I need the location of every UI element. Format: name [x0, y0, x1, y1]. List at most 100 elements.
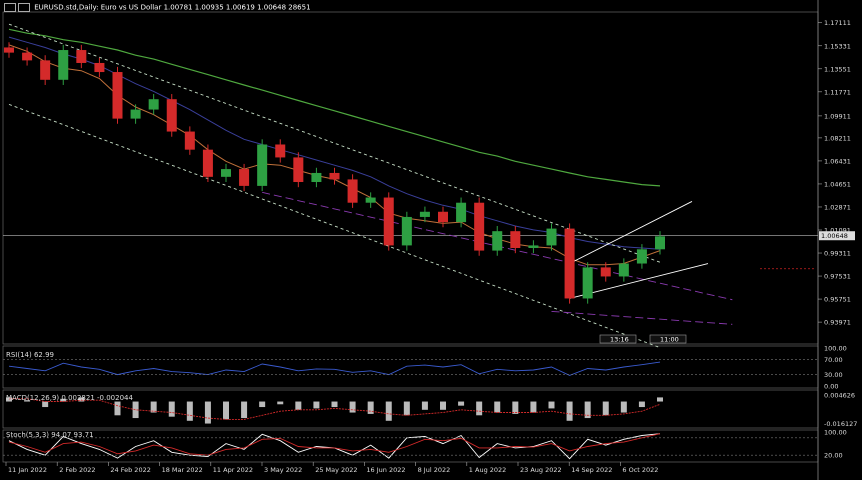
- candle-body: [239, 169, 250, 186]
- candle-body: [618, 263, 629, 277]
- candle-body: [166, 99, 177, 132]
- ohlc-values: 1.00781 1.00935 1.00619 1.00648: [163, 3, 287, 12]
- candle-body: [564, 228, 575, 299]
- y-tick-label: 1.11771: [824, 88, 851, 96]
- candle-body: [636, 249, 647, 264]
- candle-body: [419, 211, 430, 217]
- grid-layer: [2, 0, 819, 480]
- axis-layer: 1.17111 1.15331 1.13551 1.11771 1.09911 1.082…: [5, 19, 857, 474]
- candle-body: [546, 228, 557, 246]
- moving-average-line: [8, 36, 661, 250]
- stoch-main-line: [8, 433, 661, 460]
- symbol-description: Euro vs US Dollar: [100, 3, 162, 12]
- panel-frame: [2, 429, 819, 463]
- candle-body: [257, 144, 268, 186]
- candle-body: [492, 231, 503, 251]
- candle-body: [438, 211, 448, 223]
- time-label-box: [649, 334, 687, 344]
- y-tick-label: 1.17111: [824, 19, 851, 27]
- window-icon-2[interactable]: [18, 3, 30, 12]
- candle-body: [40, 60, 51, 80]
- candle-body: [148, 99, 159, 110]
- x-tick-label: 16 Jun 2022: [366, 466, 405, 474]
- x-tick-label: 23 Aug 2022: [520, 466, 562, 474]
- x-tick-label: 14 Sep 2022: [571, 466, 612, 474]
- candle-body: [221, 169, 231, 177]
- channel-line: [8, 103, 661, 349]
- time-label: 11:00: [660, 336, 679, 344]
- y-tick-label: 1.15331: [824, 42, 851, 50]
- candle-body: [474, 202, 485, 251]
- x-tick-label: 1 Aug 2022: [469, 466, 507, 474]
- chart-header: EURUSD.std,Daily: Euro vs US Dollar 1.00…: [4, 3, 311, 12]
- moving-average-line: [8, 44, 661, 266]
- macd-tick-label: 0.004626: [824, 392, 855, 400]
- candle-body: [383, 197, 394, 246]
- candle-body: [510, 231, 521, 248]
- stoch-title: Stoch(5,3,3) 94.07 93.71: [6, 431, 94, 439]
- stoch-tick-label: 100.00: [824, 429, 847, 437]
- candle-body: [655, 236, 665, 250]
- y-tick-label: 1.08211: [824, 134, 851, 142]
- x-tick-label: 24 Feb 2022: [110, 466, 150, 474]
- candle-body: [184, 131, 195, 150]
- candle-body: [112, 72, 123, 119]
- channel-line: [551, 310, 733, 325]
- x-tick-label: 11 Apr 2022: [213, 466, 253, 474]
- indicators-layer: [3, 359, 818, 460]
- time-label-box: [599, 334, 637, 344]
- candle-body: [94, 62, 105, 73]
- candle-body: [401, 216, 412, 246]
- y-tick-label: 1.06431: [824, 157, 851, 165]
- y-tick-label: 1.01091: [824, 226, 851, 234]
- candle-body: [275, 144, 286, 158]
- y-tick-label: 1.04651: [824, 180, 851, 188]
- candle-body: [456, 202, 467, 223]
- current-price-label: 1.00648: [821, 232, 848, 240]
- candle-body: [293, 157, 304, 183]
- macd-title: MACD(12,26,9) 0.002821 -0.002044: [6, 394, 133, 402]
- x-tick-label: 25 May 2022: [315, 466, 357, 474]
- macd-tick-label: -0.016127: [824, 420, 857, 428]
- window-icon[interactable]: [4, 3, 16, 12]
- moving-averages-layer: [8, 28, 661, 266]
- x-tick-label: 8 Jul 2022: [418, 466, 451, 474]
- candle-body: [528, 245, 539, 248]
- rsi-line: [8, 361, 661, 376]
- rsi-tick-label: 30.00: [824, 371, 843, 379]
- candle-body: [311, 172, 322, 183]
- candle-body: [329, 172, 340, 180]
- trendline-upper: [569, 201, 693, 264]
- time-label: 13:16: [610, 336, 629, 344]
- moving-average-line: [8, 28, 661, 187]
- y-tick-label: 1.09911: [824, 112, 851, 120]
- y-tick-label: 0.95751: [824, 296, 851, 304]
- x-tick-label: 18 Mar 2022: [162, 466, 203, 474]
- candle-body: [130, 109, 141, 119]
- candle-body: [22, 52, 33, 61]
- candle-body: [582, 267, 593, 299]
- candle-body: [600, 267, 611, 277]
- macd-signal-line: [9, 398, 661, 420]
- candle-body: [347, 179, 358, 203]
- rsi-tick-label: 100.00: [824, 345, 847, 353]
- volume-value: 28651: [288, 3, 311, 12]
- candles-layer: [4, 42, 665, 304]
- panel-frame: [2, 345, 819, 389]
- channel-line: [8, 23, 661, 263]
- stoch-signal-line: [8, 433, 661, 456]
- candle-body: [202, 149, 213, 177]
- y-tick-label: 0.93971: [824, 319, 851, 327]
- candle-body: [58, 50, 69, 80]
- y-tick-label: 1.02871: [824, 203, 851, 211]
- symbol-label: EURUSD.std,Daily:: [34, 3, 99, 12]
- x-tick-label: 3 May 2022: [264, 466, 302, 474]
- candle-body: [4, 47, 14, 53]
- x-tick-label: 11 Jan 2022: [8, 466, 47, 474]
- y-tick-label: 1.13551: [824, 65, 851, 73]
- x-tick-label: 2 Feb 2022: [59, 466, 95, 474]
- rsi-title: RSI(14) 62.99: [6, 351, 54, 359]
- y-tick-label: 0.97531: [824, 273, 851, 281]
- y-tick-label: 0.99311: [824, 250, 851, 258]
